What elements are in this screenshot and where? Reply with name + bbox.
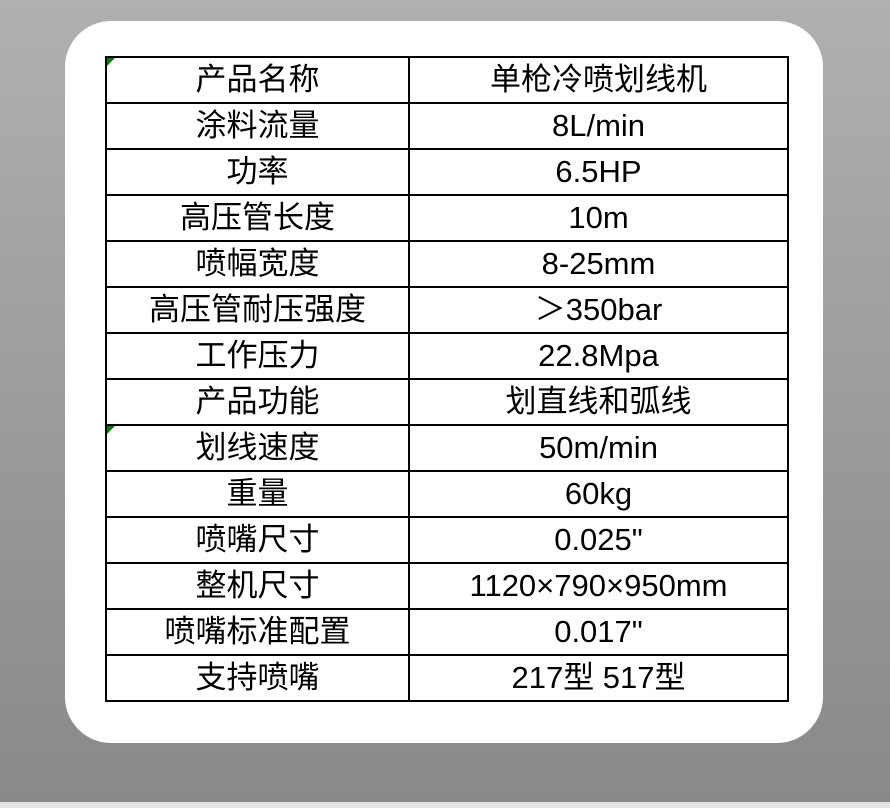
table-row: 涂料流量 8L/min bbox=[105, 102, 789, 150]
spec-value-cell: 划直线和弧线 bbox=[408, 378, 789, 426]
spec-label-cell: 整机尺寸 bbox=[105, 562, 410, 610]
table-row: 整机尺寸 1120×790×950mm bbox=[105, 562, 789, 610]
spec-label: 高压管长度 bbox=[180, 200, 335, 235]
spec-value: 60kg bbox=[564, 476, 633, 511]
spec-label-cell: 喷嘴尺寸 bbox=[105, 516, 410, 564]
spec-label-cell: 划线速度 bbox=[105, 424, 410, 472]
spec-label-cell: 重量 bbox=[105, 470, 410, 518]
spec-value: 217型 517型 bbox=[511, 660, 686, 695]
table-row: 喷嘴标准配置 0.017" bbox=[105, 608, 789, 656]
spec-label-cell: 喷嘴标准配置 bbox=[105, 608, 410, 656]
table-row: 喷嘴尺寸 0.025" bbox=[105, 516, 789, 564]
table-row: 高压管长度 10m bbox=[105, 194, 789, 242]
spec-value: ＞350bar bbox=[534, 292, 663, 327]
cell-flag-triangle-icon bbox=[108, 427, 115, 434]
spec-label-cell: 产品功能 bbox=[105, 378, 410, 426]
spec-label-cell: 产品名称 bbox=[105, 56, 410, 104]
spec-label: 喷嘴尺寸 bbox=[195, 522, 320, 557]
spec-value: 8-25mm bbox=[541, 246, 656, 281]
spec-value: 0.025" bbox=[554, 522, 643, 557]
spec-value-cell: 22.8Mpa bbox=[408, 332, 789, 380]
spec-value-cell: 60kg bbox=[408, 470, 789, 518]
spec-label: 高压管耐压强度 bbox=[149, 292, 366, 327]
spec-value-cell: 10m bbox=[408, 194, 789, 242]
spec-value: 1120×790×950mm bbox=[469, 568, 728, 603]
bottom-strip bbox=[0, 802, 890, 808]
spec-value: 6.5HP bbox=[555, 154, 642, 189]
spec-label-cell: 涂料流量 bbox=[105, 102, 410, 150]
spec-label-cell: 工作压力 bbox=[105, 332, 410, 380]
spec-label: 工作压力 bbox=[195, 338, 320, 373]
table-row: 支持喷嘴 217型 517型 bbox=[105, 654, 789, 702]
spec-label: 划线速度 bbox=[195, 430, 320, 465]
spec-value: 8L/min bbox=[551, 108, 646, 143]
spec-label-cell: 喷幅宽度 bbox=[105, 240, 410, 288]
spec-label-cell: 支持喷嘴 bbox=[105, 654, 410, 702]
spec-label: 喷幅宽度 bbox=[195, 246, 320, 281]
table-row: 高压管耐压强度 ＞350bar bbox=[105, 286, 789, 334]
table-row: 产品名称 单枪冷喷划线机 bbox=[105, 56, 789, 104]
spec-label: 整机尺寸 bbox=[195, 568, 320, 603]
spec-value: 22.8Mpa bbox=[538, 338, 659, 373]
spec-label: 产品功能 bbox=[195, 384, 320, 419]
spec-card: 产品名称 单枪冷喷划线机 涂料流量 8L/min 功率 6.5HP 高压管长度 … bbox=[65, 21, 823, 743]
product-spec-table: 产品名称 单枪冷喷划线机 涂料流量 8L/min 功率 6.5HP 高压管长度 … bbox=[105, 56, 789, 702]
table-row: 功率 6.5HP bbox=[105, 148, 789, 196]
spec-value: 划直线和弧线 bbox=[505, 384, 692, 419]
spec-value-cell: 1120×790×950mm bbox=[408, 562, 789, 610]
spec-label: 支持喷嘴 bbox=[195, 660, 320, 695]
spec-value-cell: 217型 517型 bbox=[408, 654, 789, 702]
spec-value-cell: 50m/min bbox=[408, 424, 789, 472]
table-row: 喷幅宽度 8-25mm bbox=[105, 240, 789, 288]
spec-value: 10m bbox=[568, 200, 629, 235]
spec-label: 喷嘴标准配置 bbox=[164, 614, 351, 649]
spec-value-cell: 0.025" bbox=[408, 516, 789, 564]
table-row: 产品功能 划直线和弧线 bbox=[105, 378, 789, 426]
spec-label: 重量 bbox=[226, 476, 289, 511]
spec-label: 功率 bbox=[226, 154, 289, 189]
spec-label-cell: 高压管长度 bbox=[105, 194, 410, 242]
spec-value-cell: 0.017" bbox=[408, 608, 789, 656]
spec-label: 涂料流量 bbox=[195, 108, 320, 143]
spec-value-cell: 6.5HP bbox=[408, 148, 789, 196]
table-row: 重量 60kg bbox=[105, 470, 789, 518]
spec-value-cell: 单枪冷喷划线机 bbox=[408, 56, 789, 104]
spec-value: 单枪冷喷划线机 bbox=[490, 62, 707, 97]
table-row: 工作压力 22.8Mpa bbox=[105, 332, 789, 380]
table-row: 划线速度 50m/min bbox=[105, 424, 789, 472]
spec-value: 0.017" bbox=[554, 614, 643, 649]
spec-value: 50m/min bbox=[539, 430, 658, 465]
spec-label-cell: 功率 bbox=[105, 148, 410, 196]
spec-value-cell: 8L/min bbox=[408, 102, 789, 150]
cell-flag-triangle-icon bbox=[108, 59, 115, 66]
spec-label-cell: 高压管耐压强度 bbox=[105, 286, 410, 334]
spec-label: 产品名称 bbox=[195, 62, 320, 97]
spec-table-body: 产品名称 单枪冷喷划线机 涂料流量 8L/min 功率 6.5HP 高压管长度 … bbox=[105, 56, 789, 702]
spec-value-cell: ＞350bar bbox=[408, 286, 789, 334]
spec-value-cell: 8-25mm bbox=[408, 240, 789, 288]
